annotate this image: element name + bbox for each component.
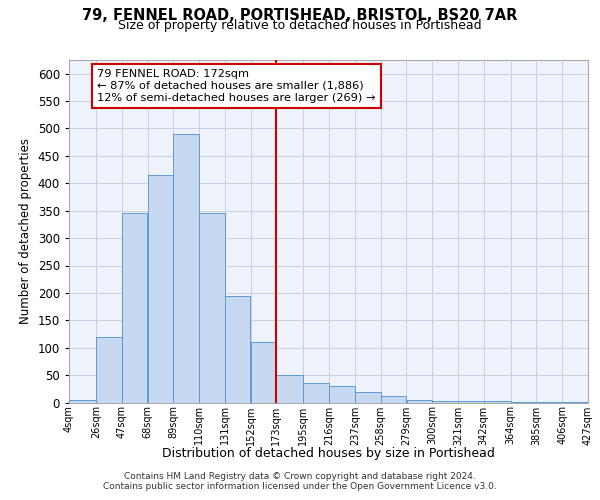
Bar <box>277 375 303 402</box>
Bar <box>458 401 484 402</box>
Bar <box>69 400 96 402</box>
Bar <box>355 392 380 402</box>
Bar <box>225 296 250 403</box>
Text: Distribution of detached houses by size in Portishead: Distribution of detached houses by size … <box>163 448 495 460</box>
Bar <box>433 401 458 402</box>
Bar <box>96 336 122 402</box>
Bar <box>199 214 224 402</box>
Bar <box>173 134 199 402</box>
Bar <box>407 400 432 402</box>
Bar <box>148 175 173 402</box>
Text: 79 FENNEL ROAD: 172sqm
← 87% of detached houses are smaller (1,886)
12% of semi-: 79 FENNEL ROAD: 172sqm ← 87% of detached… <box>97 70 376 102</box>
Text: Size of property relative to detached houses in Portishead: Size of property relative to detached ho… <box>118 18 482 32</box>
Bar <box>381 396 406 402</box>
Bar <box>251 342 276 402</box>
Text: 79, FENNEL ROAD, PORTISHEAD, BRISTOL, BS20 7AR: 79, FENNEL ROAD, PORTISHEAD, BRISTOL, BS… <box>82 8 518 22</box>
Bar <box>122 214 148 402</box>
Bar <box>304 384 329 402</box>
Bar <box>329 386 355 402</box>
Text: Contains HM Land Registry data © Crown copyright and database right 2024.
Contai: Contains HM Land Registry data © Crown c… <box>103 472 497 491</box>
Y-axis label: Number of detached properties: Number of detached properties <box>19 138 32 324</box>
